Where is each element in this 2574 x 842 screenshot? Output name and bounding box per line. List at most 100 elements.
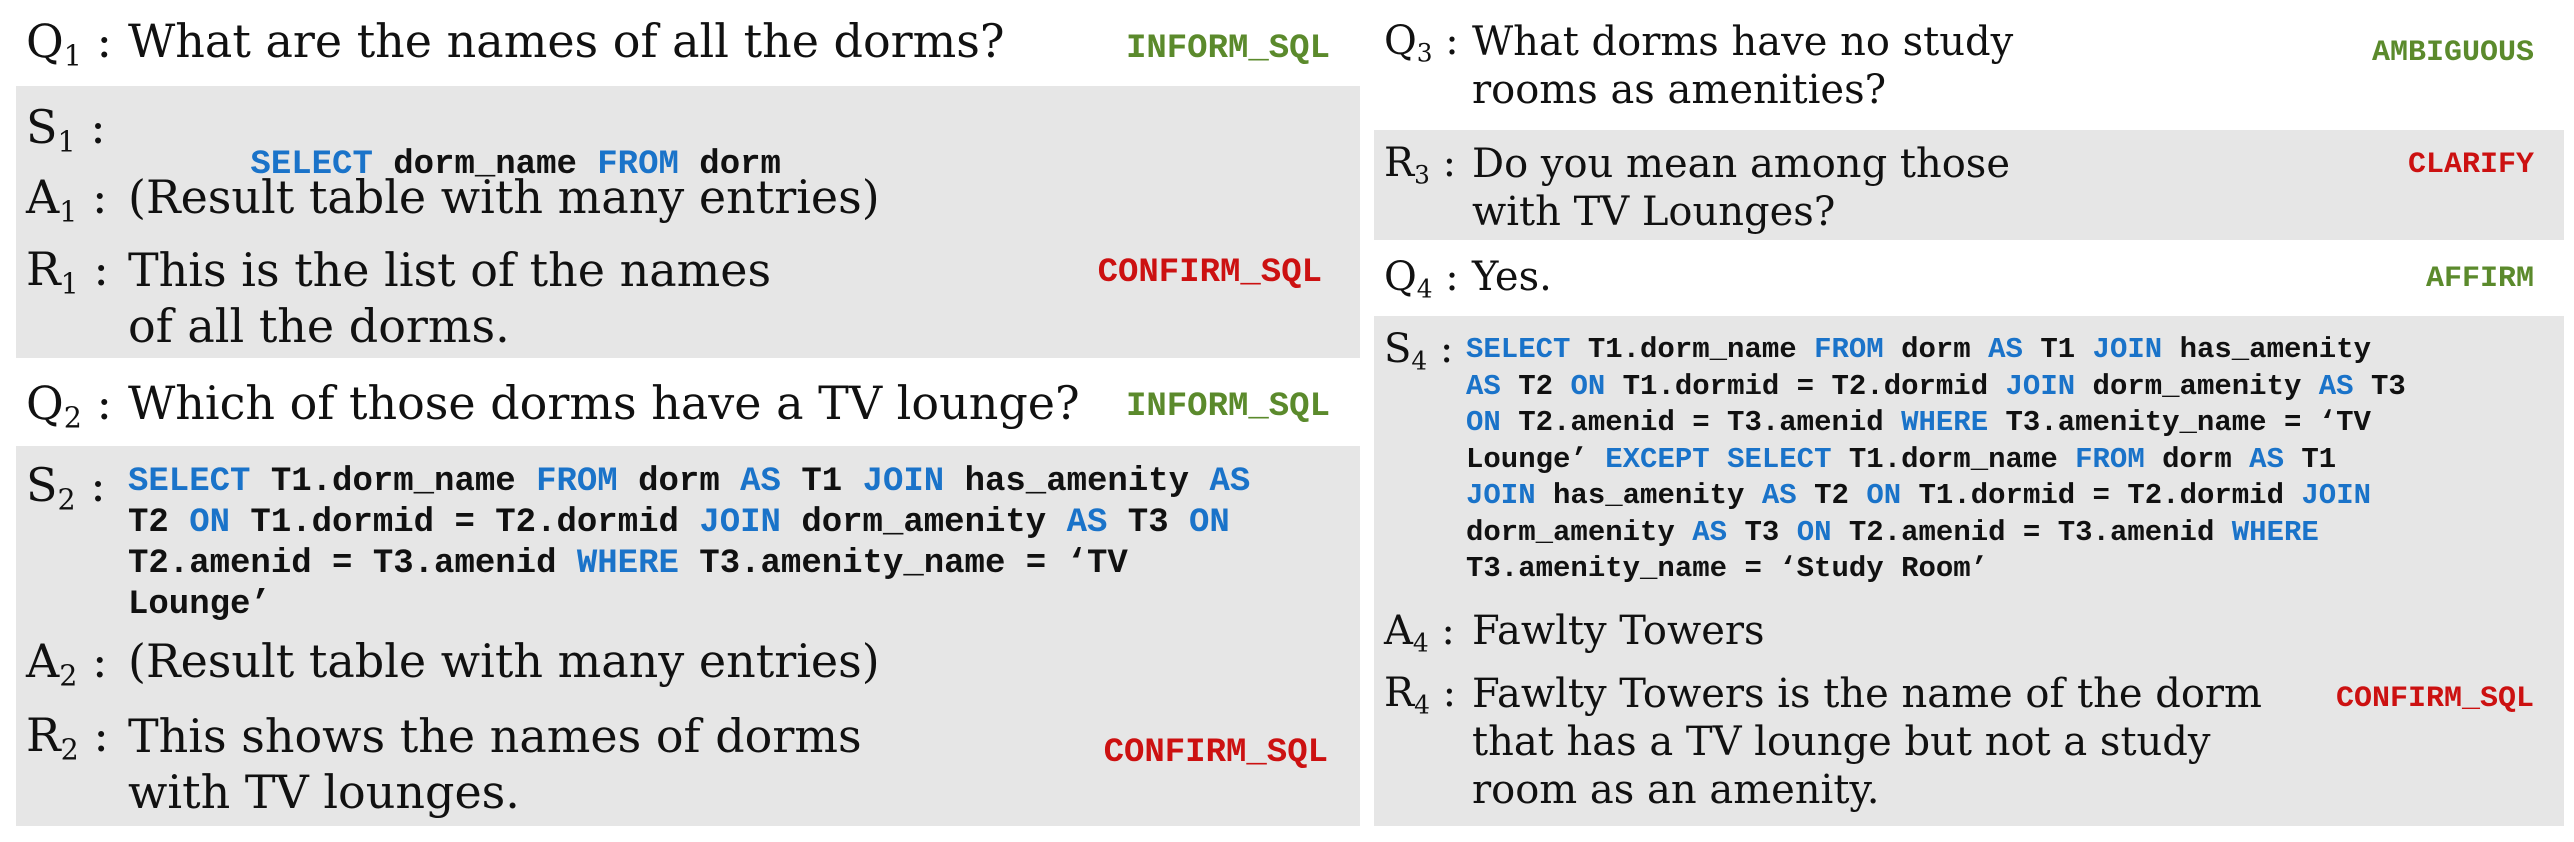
r3-text: Do you mean among those with TV Lounges?	[1472, 141, 2011, 235]
sql-keyword: AS	[1761, 479, 1797, 512]
sql-text: T1.dorm_name	[1570, 333, 1815, 366]
sql-text: T1.dormid = T2.dormid	[1901, 479, 2302, 512]
r2-text: This shows the names of dorms with TV lo…	[128, 709, 862, 819]
turn1-system-panel: S1 : SELECT dorm_name FROM dorm A1 : (Re…	[16, 86, 1360, 358]
sql-keyword: WHERE	[1901, 406, 1989, 439]
sql-keyword: ON	[1796, 515, 1832, 549]
sql-keyword: FROM	[1814, 333, 1884, 366]
q3-turn: Q3 : What dorms have no study rooms as a…	[1374, 0, 2564, 130]
sql-text: dorm_amenity	[1466, 515, 1693, 549]
sql-keyword: FROM	[2075, 442, 2145, 476]
sql-keyword: AS	[2318, 369, 2354, 403]
sql-keyword: ON	[1570, 369, 1606, 403]
sql-text: has_amenity	[2162, 333, 2372, 366]
sql-text: T2	[128, 504, 190, 542]
a1-text: (Result table with many entries)	[128, 170, 880, 224]
sql-line: T3.amenity_name = ‘Study Room’	[1466, 551, 2406, 588]
q4-turn: Q4 : Yes. AFFIRM	[1374, 240, 2564, 316]
sql-text: dorm_amenity	[780, 504, 1067, 542]
a2-label: A2 :	[26, 634, 108, 693]
sql-keyword: AS	[1209, 463, 1251, 501]
q4-tag: AFFIRM	[2425, 262, 2534, 296]
q1-turn: Q1 : What are the names of all the dorms…	[16, 0, 1360, 86]
q3-tag: AMBIGUOUS	[2371, 36, 2534, 70]
sql-text: T2	[1796, 479, 1867, 512]
q2-turn: Q2 : Which of those dorms have a TV loun…	[16, 358, 1360, 446]
sql-keyword: JOIN	[862, 463, 945, 501]
q4-text: Yes.	[1472, 254, 1552, 300]
sql-text: T3	[1727, 515, 1797, 549]
sql-text	[1710, 443, 1727, 476]
sql-keyword: FROM	[597, 146, 679, 184]
q2-tag: INFORM_SQL	[1125, 388, 1330, 426]
sql-keyword: AS	[1466, 369, 1501, 403]
sql-text: Lounge’	[1466, 442, 1606, 476]
sql-line: SELECT T1.dorm_name FROM dorm AS T1 JOIN…	[128, 462, 1250, 503]
sql-keyword: SELECT	[1727, 442, 1832, 476]
sql-keyword: WHERE	[2231, 515, 2319, 549]
sql-keyword: AS	[1066, 504, 1108, 542]
s2-sql: SELECT T1.dorm_name FROM dorm AS T1 JOIN…	[128, 462, 1250, 626]
sql-line: dorm_amenity AS T3 ON T2.amenid = T3.ame…	[1466, 515, 2406, 552]
sql-keyword: JOIN	[2092, 333, 2163, 366]
s4-sql: SELECT T1.dorm_name FROM dorm AS T1 JOIN…	[1466, 332, 2406, 588]
r4-label: R4 :	[1384, 670, 1457, 720]
sql-keyword: JOIN	[2301, 479, 2372, 512]
sql-line: ON T2.amenid = T3.amenid WHERE T3.amenit…	[1466, 405, 2406, 442]
sql-text: T3.amenity_name = ‘Study Room’	[1466, 552, 1989, 585]
sql-text: T2.amenid = T3.amenid	[128, 545, 577, 583]
sql-text: T1.dormid = T2.dormid	[230, 504, 700, 542]
q1-tag: INFORM_SQL	[1125, 30, 1330, 68]
a4-text: Fawlty Towers	[1472, 608, 1765, 654]
q1-label: Q1 :	[26, 14, 112, 73]
s1-sql: SELECT dorm_name FROM dorm	[128, 108, 781, 222]
sql-text: dorm	[678, 146, 781, 184]
sql-keyword: SELECT	[250, 146, 373, 184]
sql-keyword: SELECT	[128, 463, 251, 501]
r1-tag: CONFIRM_SQL	[1097, 254, 1322, 292]
q2-label: Q2 :	[26, 376, 112, 435]
sql-keyword: ON	[189, 504, 231, 542]
sql-text: dorm	[2144, 442, 2250, 476]
sql-keyword: JOIN	[2005, 369, 2076, 403]
sql-line: JOIN has_amenity AS T2 ON T1.dormid = T2…	[1466, 478, 2406, 515]
r3-tag: CLARIFY	[2407, 148, 2534, 182]
sql-keyword: EXCEPT	[1605, 442, 1710, 476]
q1-text: What are the names of all the dorms?	[128, 14, 1005, 68]
sql-keyword: ON	[1189, 504, 1230, 542]
r3-label: R3 :	[1384, 140, 1457, 190]
q3-text: What dorms have no study rooms as amenit…	[1472, 19, 2014, 113]
sql-keyword: WHERE	[576, 545, 679, 583]
sql-keyword: ON	[1466, 406, 1501, 439]
sql-line: SELECT T1.dorm_name FROM dorm AS T1 JOIN…	[1466, 332, 2406, 369]
r1-text: This is the list of the names of all the…	[128, 243, 772, 353]
sql-keyword: AS	[1988, 333, 2023, 366]
left-column: Q1 : What are the names of all the dorms…	[16, 0, 1360, 826]
sql-keyword: ON	[1866, 479, 1902, 512]
sql-text: T1	[2022, 333, 2093, 366]
sql-text: T3	[2353, 369, 2406, 403]
right-column: Q3 : What dorms have no study rooms as a…	[1374, 0, 2574, 842]
sql-line: T2 ON T1.dormid = T2.dormid JOIN dorm_am…	[128, 503, 1250, 544]
sql-keyword: SELECT	[1466, 333, 1571, 366]
sql-keyword: AS	[2249, 442, 2284, 476]
sql-text: has_amenity	[1535, 479, 1762, 512]
sql-text: T3.amenity_name = ‘TV	[678, 545, 1128, 583]
r2-tag: CONFIRM_SQL	[1103, 734, 1328, 772]
sql-text: Lounge’	[128, 586, 271, 624]
turn4-system-panel: S4 : SELECT T1.dorm_name FROM dorm AS T1…	[1374, 316, 2564, 826]
sql-text: T3.amenity_name = ‘TV	[1988, 406, 2371, 439]
sql-text: T3	[1107, 504, 1190, 542]
sql-line: Lounge’ EXCEPT SELECT T1.dorm_name FROM …	[1466, 442, 2406, 479]
sql-text: dorm	[617, 463, 741, 501]
sql-text: dorm_name	[372, 146, 598, 184]
a1-label: A1 :	[26, 170, 108, 229]
r2-label: R2 :	[26, 708, 109, 767]
turn2-system-panel: S2 : SELECT T1.dorm_name FROM dorm AS T1…	[16, 446, 1360, 826]
s2-label: S2 :	[26, 458, 106, 517]
sql-text: T1.dorm_name	[250, 463, 537, 501]
sql-text: has_amenity	[944, 463, 1210, 501]
a4-label: A4 :	[1384, 608, 1455, 658]
sql-keyword: FROM	[536, 463, 618, 501]
s1-label: S1 :	[26, 100, 106, 159]
